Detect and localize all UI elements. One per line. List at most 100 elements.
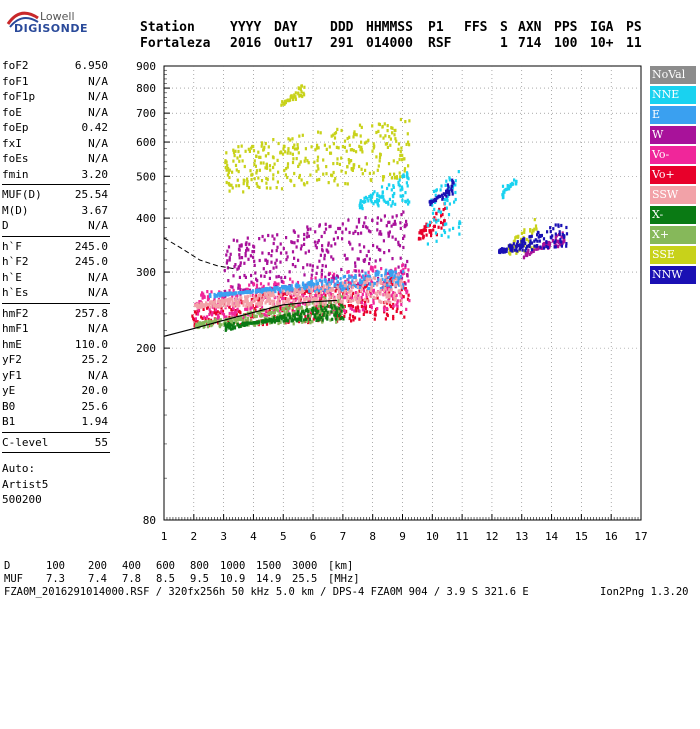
echo-point-nne	[373, 200, 377, 204]
echo-point-vo	[196, 312, 200, 316]
echo-point-nne	[401, 198, 404, 202]
echo-point-e	[335, 276, 338, 280]
echo-point-nne	[369, 197, 372, 201]
echo-point-ssw	[347, 296, 350, 300]
echo-point-vo	[255, 285, 258, 289]
echo-point-vo	[365, 283, 368, 288]
echo-point-e	[216, 292, 220, 296]
echo-point-nnw	[448, 189, 451, 193]
echo-point-sse	[332, 142, 335, 146]
footer-d-val: 800	[190, 560, 209, 572]
echo-point-sse	[282, 144, 285, 148]
echo-point-x	[312, 308, 315, 312]
echo-point-vo	[405, 307, 408, 311]
echo-point-nnw	[451, 180, 454, 184]
echo-point-e	[377, 273, 380, 277]
footer-file-info: FZA0M_2016291014000.RSF / 320fx256h 50 k…	[4, 586, 529, 598]
echo-point-w	[547, 243, 550, 247]
echo-point-w	[391, 235, 394, 239]
echo-point-sse	[353, 130, 356, 134]
echo-point-sse	[343, 139, 347, 143]
echo-point-x	[249, 313, 252, 318]
y-tick-label: 800	[136, 82, 156, 95]
echo-point-sse	[283, 99, 286, 103]
echo-point-x	[252, 321, 255, 325]
echo-point-w	[388, 249, 391, 253]
echo-point-vo	[363, 310, 366, 314]
echo-point-w	[232, 238, 235, 242]
echo-point-vo	[406, 297, 410, 301]
echo-point-sse	[276, 158, 279, 162]
echo-point-ssw	[352, 298, 355, 303]
echo-point-e	[270, 289, 273, 293]
echo-point-nne	[387, 202, 390, 206]
echo-point-vo	[304, 302, 307, 306]
echo-point-e	[391, 272, 394, 276]
echo-point-ssw	[288, 291, 291, 295]
legend-item: Vo-	[650, 146, 696, 164]
echo-point-sse	[295, 157, 298, 161]
echo-point-ssw	[325, 290, 328, 294]
echo-point-vo	[345, 292, 348, 296]
echo-point-vo	[405, 291, 408, 295]
echo-point-ssw	[295, 303, 298, 307]
echo-point-nnw	[558, 230, 561, 234]
echo-point-sse	[400, 158, 404, 162]
echo-point-e	[360, 280, 363, 284]
echo-point-w	[253, 259, 256, 263]
echo-point-sse	[358, 144, 361, 148]
param-value: 6.950	[74, 59, 108, 72]
echo-point-w	[524, 251, 527, 255]
echo-point-w	[314, 244, 317, 248]
echo-point-vo	[351, 307, 354, 311]
echo-point-x	[218, 322, 221, 326]
echo-point-nne	[437, 209, 440, 213]
echo-point-w	[344, 227, 348, 231]
echo-point-vo	[238, 309, 241, 313]
echo-point-vo	[360, 301, 364, 305]
echo-point-x	[288, 312, 291, 316]
echo-point-w	[292, 229, 295, 233]
echo-point-sse	[360, 167, 363, 171]
echo-point-sse	[288, 98, 291, 102]
param-value: 257.8	[74, 306, 108, 320]
echo-point-vo	[370, 265, 373, 269]
echo-point-nne	[443, 222, 446, 227]
echo-point-vo	[202, 307, 205, 311]
echo-point-x	[244, 318, 247, 323]
echo-point-vo	[216, 310, 219, 314]
echo-point-e	[329, 281, 332, 286]
echo-point-vo	[304, 315, 307, 319]
echo-point-e	[318, 278, 321, 282]
echo-point-vo	[394, 268, 397, 272]
echo-point-sse	[360, 145, 363, 149]
echo-point-vo	[371, 266, 374, 270]
echo-point-x	[240, 315, 243, 319]
echo-point-ssw	[321, 287, 324, 291]
echo-point-vo	[403, 315, 406, 319]
echo-point-e	[255, 290, 258, 294]
echo-point-w	[319, 253, 322, 257]
echo-point-vo	[206, 315, 209, 319]
echo-point-ssw	[223, 300, 227, 304]
echo-point-vo	[441, 212, 444, 217]
echo-point-sse	[300, 178, 303, 182]
y-tick-label: 600	[136, 136, 156, 149]
footer-muf-label: MUF	[4, 573, 23, 585]
echo-point-ssw	[349, 293, 352, 297]
echo-point-x	[271, 307, 274, 311]
echo-point-e	[402, 269, 405, 274]
echo-point-vo	[428, 223, 431, 227]
echo-point-ssw	[210, 301, 213, 305]
echo-point-nne	[434, 193, 437, 197]
echo-point-ssw	[310, 289, 313, 293]
echo-point-vo	[388, 290, 391, 294]
echo-point-w	[556, 239, 559, 243]
echo-point-w	[285, 236, 288, 240]
echo-point-ssw	[325, 285, 328, 289]
echo-point-nne	[458, 220, 461, 224]
echo-point-sse	[395, 175, 398, 179]
echo-point-x	[206, 325, 209, 329]
echo-point-sse	[507, 247, 511, 251]
param-row: B1 1.94	[2, 414, 108, 430]
